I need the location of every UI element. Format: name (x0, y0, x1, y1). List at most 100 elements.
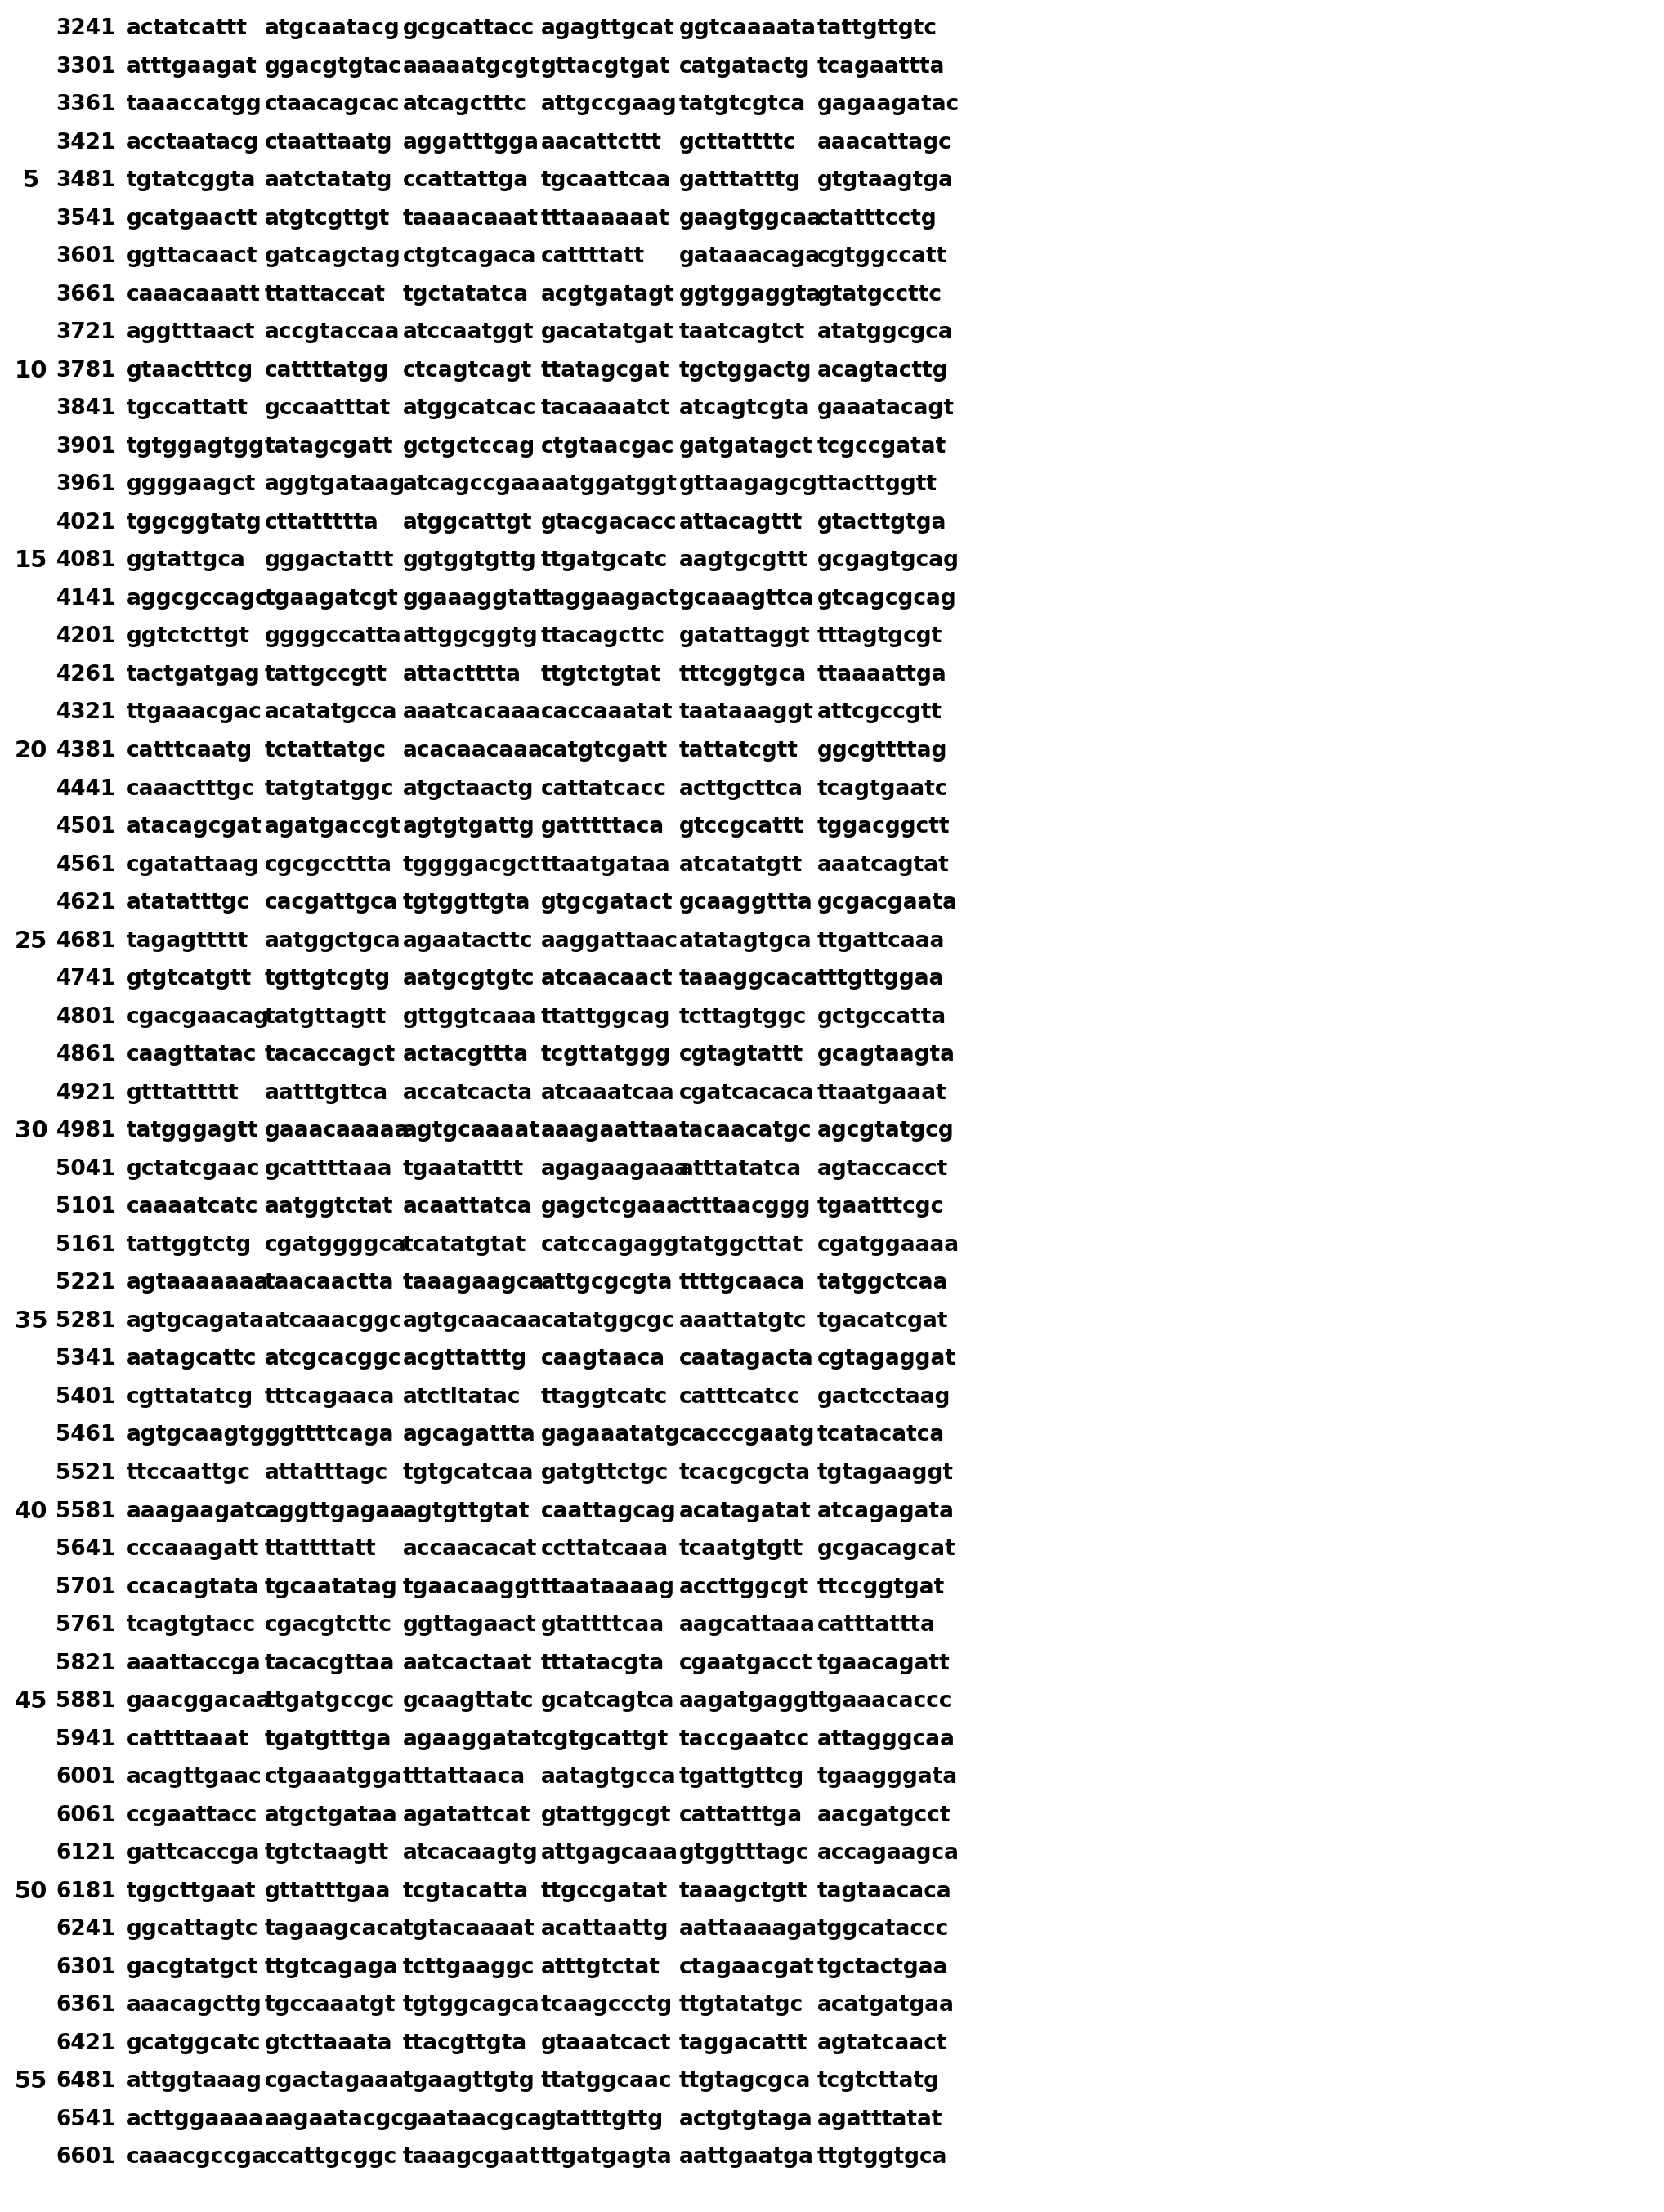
Text: atcagccgaa: atcagccgaa (403, 473, 541, 495)
Text: ggggaagct: ggggaagct (126, 473, 256, 495)
Text: acatatgcca: acatatgcca (265, 703, 398, 723)
Text: cgatattaag: cgatattaag (126, 854, 260, 876)
Text: ggtctcttgt: ggtctcttgt (126, 626, 250, 648)
Text: tgaagatcgt: tgaagatcgt (265, 588, 399, 611)
Text: tcttgaaggc: tcttgaaggc (403, 1958, 534, 1978)
Text: caagttatac: caagttatac (126, 1044, 256, 1066)
Text: cgaatgacct: cgaatgacct (679, 1652, 812, 1674)
Text: gacatatgat: gacatatgat (541, 323, 674, 343)
Text: accaacacat: accaacacat (403, 1540, 537, 1559)
Text: 4741: 4741 (57, 969, 116, 989)
Text: 4861: 4861 (57, 1044, 116, 1066)
Text: 4501: 4501 (57, 816, 116, 838)
Text: caaacgccga: caaacgccga (126, 2148, 266, 2168)
Text: tgccattatt: tgccattatt (126, 398, 248, 420)
Text: taaagcgaat: taaagcgaat (403, 2148, 541, 2168)
Text: tacaccagct: tacaccagct (265, 1044, 396, 1066)
Text: cgactagaaa: cgactagaaa (265, 2070, 404, 2093)
Text: 3361: 3361 (57, 95, 116, 115)
Text: aagtgcgttt: aagtgcgttt (679, 551, 809, 571)
Text: ttgaaacgac: ttgaaacgac (126, 703, 263, 723)
Text: tctattatgc: tctattatgc (265, 741, 386, 761)
Text: 3841: 3841 (57, 398, 116, 420)
Text: taaagaagca: taaagaagca (403, 1272, 544, 1294)
Text: gtattttcaa: gtattttcaa (541, 1615, 664, 1637)
Text: taggaagact: taggaagact (541, 588, 679, 611)
Text: attggcggtg: attggcggtg (403, 626, 539, 648)
Text: atcagtcgta: atcagtcgta (679, 398, 810, 420)
Text: tggggacgct: tggggacgct (403, 854, 541, 876)
Text: ttgatgccgc: ttgatgccgc (265, 1690, 394, 1712)
Text: 4681: 4681 (57, 931, 116, 951)
Text: gttaagagcg: gttaagagcg (679, 473, 819, 495)
Text: 6541: 6541 (57, 2108, 116, 2130)
Text: atggcattgt: atggcattgt (403, 513, 532, 533)
Text: gcaaggttta: gcaaggttta (679, 891, 814, 914)
Text: ggtcaaaata: ggtcaaaata (679, 18, 817, 40)
Text: acttgcttca: acttgcttca (679, 779, 804, 799)
Text: aatggtctat: aatggtctat (265, 1197, 393, 1219)
Text: ttattttatt: ttattttatt (265, 1540, 376, 1559)
Text: tacaacatgc: tacaacatgc (679, 1121, 812, 1141)
Text: ctaattaatg: ctaattaatg (265, 133, 393, 153)
Text: 6301: 6301 (57, 1958, 116, 1978)
Text: 5161: 5161 (57, 1234, 116, 1256)
Text: catgtcgatt: catgtcgatt (541, 741, 667, 761)
Text: atatatttgc: atatatttgc (126, 891, 250, 914)
Text: 35: 35 (15, 1310, 48, 1332)
Text: 5521: 5521 (57, 1462, 116, 1484)
Text: gtacgacacc: gtacgacacc (541, 513, 677, 533)
Text: cgatggaaaa: cgatggaaaa (817, 1234, 960, 1256)
Text: tttagtgcgt: tttagtgcgt (817, 626, 942, 648)
Text: cgatcacaca: cgatcacaca (679, 1082, 814, 1104)
Text: 5581: 5581 (57, 1500, 116, 1522)
Text: tcttagtggc: tcttagtggc (679, 1006, 807, 1029)
Text: 3241: 3241 (57, 18, 116, 40)
Text: tgcaattcaa: tgcaattcaa (541, 170, 671, 190)
Text: tcagtgtacc: tcagtgtacc (126, 1615, 256, 1637)
Text: gtgtcatgtt: gtgtcatgtt (126, 969, 251, 989)
Text: 6121: 6121 (57, 1843, 116, 1865)
Text: attacagttt: attacagttt (679, 513, 802, 533)
Text: cattttaaat: cattttaaat (126, 1730, 250, 1750)
Text: gtatgccttc: gtatgccttc (817, 283, 942, 305)
Text: atttgtctat: atttgtctat (541, 1958, 661, 1978)
Text: atacagcgat: atacagcgat (126, 816, 263, 838)
Text: 5641: 5641 (57, 1540, 116, 1559)
Text: accgtaccaa: accgtaccaa (265, 323, 399, 343)
Text: tattgccgtt: tattgccgtt (265, 664, 388, 686)
Text: gagaagatac: gagaagatac (817, 95, 960, 115)
Text: aaattatgtc: aaattatgtc (679, 1310, 807, 1332)
Text: tttaaaaaat: tttaaaaaat (541, 208, 671, 230)
Text: ggtattgca: ggtattgca (126, 551, 246, 571)
Text: ggtggaggta: ggtggaggta (679, 283, 822, 305)
Text: cgtgcattgt: cgtgcattgt (541, 1730, 669, 1750)
Text: cgttatatcg: cgttatatcg (126, 1387, 253, 1407)
Text: taatcagtct: taatcagtct (679, 323, 805, 343)
Text: aattaaaaga: aattaaaaga (679, 1918, 817, 1940)
Text: ttaggtcatc: ttaggtcatc (541, 1387, 667, 1407)
Text: cgcgccttta: cgcgccttta (265, 854, 393, 876)
Text: acattaattg: acattaattg (541, 1918, 669, 1940)
Text: gtcagcgcag: gtcagcgcag (817, 588, 957, 611)
Text: 4381: 4381 (57, 741, 116, 761)
Text: ctaacagcac: ctaacagcac (265, 95, 399, 115)
Text: tattggtctg: tattggtctg (126, 1234, 251, 1256)
Text: tcaatgtgtt: tcaatgtgtt (679, 1540, 804, 1559)
Text: catttcatcc: catttcatcc (679, 1387, 800, 1407)
Text: caatagacta: caatagacta (679, 1349, 814, 1369)
Text: tgaacaaggt: tgaacaaggt (403, 1577, 541, 1597)
Text: catgatactg: catgatactg (679, 55, 810, 77)
Text: gcattttaaa: gcattttaaa (265, 1159, 393, 1179)
Text: 40: 40 (15, 1500, 48, 1522)
Text: 6421: 6421 (57, 2033, 116, 2055)
Text: tcacgcgcta: tcacgcgcta (679, 1462, 810, 1484)
Text: gaacggacaa: gaacggacaa (126, 1690, 271, 1712)
Text: gcatggcatc: gcatggcatc (126, 2033, 261, 2055)
Text: 5461: 5461 (57, 1425, 116, 1447)
Text: gtacttgtga: gtacttgtga (817, 513, 947, 533)
Text: cgtggccatt: cgtggccatt (817, 246, 947, 268)
Text: atatagtgca: atatagtgca (679, 931, 812, 951)
Text: taaaggcaca: taaaggcaca (679, 969, 819, 989)
Text: tgctggactg: tgctggactg (679, 361, 812, 380)
